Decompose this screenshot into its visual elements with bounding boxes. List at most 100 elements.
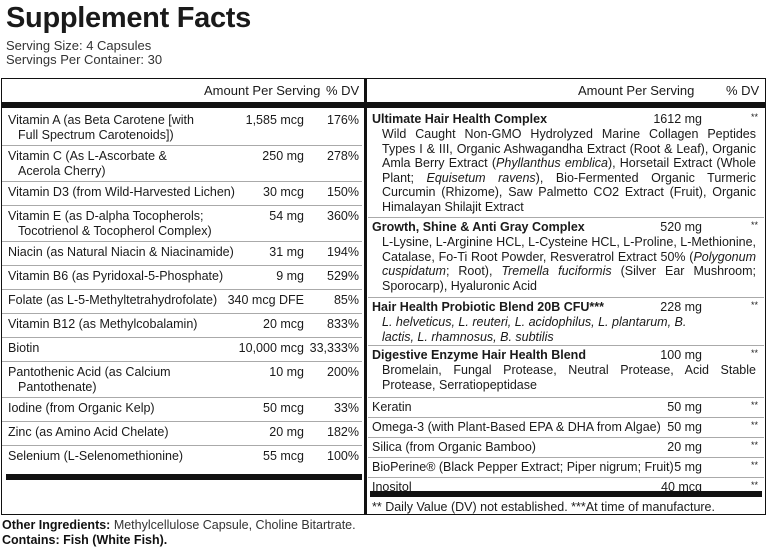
nutrient-dv: 200% xyxy=(327,365,359,379)
nutrient-row: Iodine (from Organic Kelp) 50 mcg 33% xyxy=(2,398,362,422)
nutrient-name: Zinc (as Amino Acid Chelate) xyxy=(8,425,243,440)
ingredient-text: Wild Caught Non-GMO Hydrolyzed Marine Co… xyxy=(382,127,756,171)
nutrient-name-line1: Niacin (as Natural Niacin & Niacinamide) xyxy=(8,245,234,259)
nutrient-name: Vitamin B6 (as Pyridoxal-5-Phosphate) xyxy=(8,269,243,284)
blend-row: BioPerine® (Black Pepper Extract; Piper … xyxy=(368,458,764,478)
blend-dv: ** xyxy=(750,420,758,430)
nutrient-name-line1: Folate (as L-5-Methyltetrahydrofolate) xyxy=(8,293,218,307)
right-header-amount: Amount Per Serving xyxy=(578,83,695,98)
blend-name: Digestive Enzyme Hair Health Blend xyxy=(372,348,586,362)
nutrient-amount: 250 mg xyxy=(262,149,304,163)
nutrient-name-line1: Biotin xyxy=(8,341,40,355)
nutrient-dv: 529% xyxy=(327,269,359,283)
right-header-bar xyxy=(367,102,765,108)
right-header-dv: % DV xyxy=(726,83,760,98)
blend-row: Hair Health Probiotic Blend 20B CFU*** 22… xyxy=(368,298,764,346)
nutrient-name: Folate (as L-5-Methyltetrahydrofolate) xyxy=(8,293,243,308)
nutrient-name: Vitamin E (as D-alpha Tocopherols; Tocotr… xyxy=(8,209,243,239)
blend-dv: ** xyxy=(750,440,758,450)
nutrient-row: Vitamin A (as Beta Carotene [with Full Sp… xyxy=(2,110,362,146)
nutrient-amount: 30 mcg xyxy=(263,185,304,199)
nutrient-row: Folate (as L-5-Methyltetrahydrofolate) 34… xyxy=(2,290,362,314)
left-header-dv: % DV xyxy=(326,83,360,98)
nutrient-name-line2: Acerola Cherry) xyxy=(18,164,106,178)
nutrient-row: Vitamin B12 (as Methylcobalamin) 20 mcg 83… xyxy=(2,314,362,338)
nutrient-amount: 10 mg xyxy=(269,365,304,379)
blend-dv: ** xyxy=(750,220,758,230)
ingredient-text: ; Root), xyxy=(445,264,502,279)
blend-name: BioPerine® (Black Pepper Extract; Piper … xyxy=(372,460,674,474)
blend-row: Growth, Shine & Anti Gray Complex 520 mg *… xyxy=(368,218,764,298)
blend-ingredients: L-Lysine, L-Arginine HCL, L-Cysteine HCL… xyxy=(382,235,756,293)
column-divider xyxy=(364,78,367,515)
blend-amount: 100 mg xyxy=(660,348,702,362)
nutrient-row: Pantothenic Acid (as Calcium Pantothenate… xyxy=(2,362,362,398)
nutrient-name: Pantothenic Acid (as Calcium Pantothenate… xyxy=(8,365,243,395)
nutrient-amount: 31 mg xyxy=(269,245,304,259)
ingredient-text: Tremella fuciformis xyxy=(501,264,612,279)
nutrient-name-line2: Full Spectrum Carotenoids]) xyxy=(18,128,174,142)
blend-name: Omega-3 (with Plant-Based EPA & DHA from… xyxy=(372,420,661,434)
nutrient-name-line1: Vitamin E (as D-alpha Tocopherols; xyxy=(8,209,204,223)
nutrient-name-line1: Vitamin C (As L-Ascorbate & xyxy=(8,149,167,163)
nutrient-name-line2: Tocotrienol & Tocopherol Complex) xyxy=(18,224,212,238)
right-nutrient-list: Ultimate Hair Health Complex 1612 mg ** Wil… xyxy=(368,110,764,498)
nutrient-amount: 20 mcg xyxy=(263,317,304,331)
blend-name: Hair Health Probiotic Blend 20B CFU*** xyxy=(372,300,604,314)
nutrient-dv: 33% xyxy=(333,401,359,415)
nutrient-name-line1: Vitamin B12 (as Methylcobalamin) xyxy=(8,317,198,331)
nutrient-name-line1: Zinc (as Amino Acid Chelate) xyxy=(8,425,169,439)
serving-size: Serving Size: 4 Capsules xyxy=(6,38,152,53)
nutrient-amount: 54 mg xyxy=(269,209,304,223)
nutrient-name-line1: Vitamin A (as Beta Carotene [with xyxy=(8,113,194,127)
nutrient-amount: 10,000 mcg xyxy=(238,341,304,355)
left-header-bar xyxy=(2,102,364,108)
blend-amount: 40 mcg xyxy=(661,480,702,494)
ingredient-text: Bromelain, Fungal Protease, Neutral Prot… xyxy=(382,363,756,392)
left-header-amount: Amount Per Serving xyxy=(204,83,321,98)
left-nutrient-list: Vitamin A (as Beta Carotene [with Full Sp… xyxy=(2,110,362,470)
blend-dv: ** xyxy=(750,480,758,490)
nutrient-row: Selenium (L-Selenomethionine) 55 mcg 100% xyxy=(2,446,362,470)
nutrient-dv: 360% xyxy=(327,209,359,223)
ingredient-text: L. helveticus, L. reuteri, L. acidophilu… xyxy=(382,315,687,344)
blend-ingredients: L. helveticus, L. reuteri, L. acidophilu… xyxy=(382,315,704,344)
nutrient-name-line2: Pantothenate) xyxy=(18,380,97,394)
nutrient-dv: 194% xyxy=(327,245,359,259)
nutrient-amount: 50 mcg xyxy=(263,401,304,415)
ingredient-text: L-Lysine, L-Arginine HCL, L-Cysteine HCL… xyxy=(382,235,757,264)
nutrient-amount: 1,585 mcg xyxy=(245,113,304,127)
nutrient-name-line1: Selenium (L-Selenomethionine) xyxy=(8,449,184,463)
blend-name: Silica (from Organic Bamboo) xyxy=(372,440,536,454)
nutrient-amount: 340 mcg DFE xyxy=(227,293,304,307)
nutrient-dv: 182% xyxy=(327,425,359,439)
allergen-statement: Contains: Fish (White Fish). xyxy=(2,533,168,547)
nutrient-name: Vitamin D3 (from Wild-Harvested Lichen) xyxy=(8,185,243,200)
right-bottom-bar xyxy=(370,491,762,497)
blend-amount: 5 mg xyxy=(674,460,702,474)
nutrient-dv: 833% xyxy=(327,317,359,331)
blend-dv: ** xyxy=(750,112,758,122)
blend-row: Inositol 40 mcg ** xyxy=(368,478,764,498)
nutrient-dv: 33,333% xyxy=(309,341,359,355)
blend-dv: ** xyxy=(750,460,758,470)
ingredient-text: ), Horsetail Extract (Whole Plant; xyxy=(382,156,757,185)
blend-amount: 50 mg xyxy=(667,420,702,434)
other-ingredients: Other Ingredients: Methylcellulose Capsu… xyxy=(2,518,356,532)
ingredient-text: Polygonum cuspidatum xyxy=(382,249,756,279)
nutrient-name-line1: Iodine (from Organic Kelp) xyxy=(8,401,155,415)
other-ingredients-text: Methylcellulose Capsule, Choline Bitartr… xyxy=(110,518,356,532)
nutrient-dv: 278% xyxy=(327,149,359,163)
other-ingredients-label: Other Ingredients: xyxy=(2,518,111,532)
nutrient-name: Vitamin B12 (as Methylcobalamin) xyxy=(8,317,243,332)
nutrient-dv: 150% xyxy=(327,185,359,199)
nutrient-row: Zinc (as Amino Acid Chelate) 20 mg 182% xyxy=(2,422,362,446)
blend-row: Silica (from Organic Bamboo) 20 mg ** xyxy=(368,438,764,458)
ingredient-text: Equisetum ravens xyxy=(426,170,536,185)
nutrient-row: Biotin 10,000 mcg 33,333% xyxy=(2,338,362,362)
servings-per-container: Servings Per Container: 30 xyxy=(6,52,163,67)
blend-amount: 1612 mg xyxy=(653,112,702,126)
nutrient-amount: 55 mcg xyxy=(263,449,304,463)
nutrient-amount: 9 mg xyxy=(276,269,304,283)
blend-amount: 20 mg xyxy=(667,440,702,454)
